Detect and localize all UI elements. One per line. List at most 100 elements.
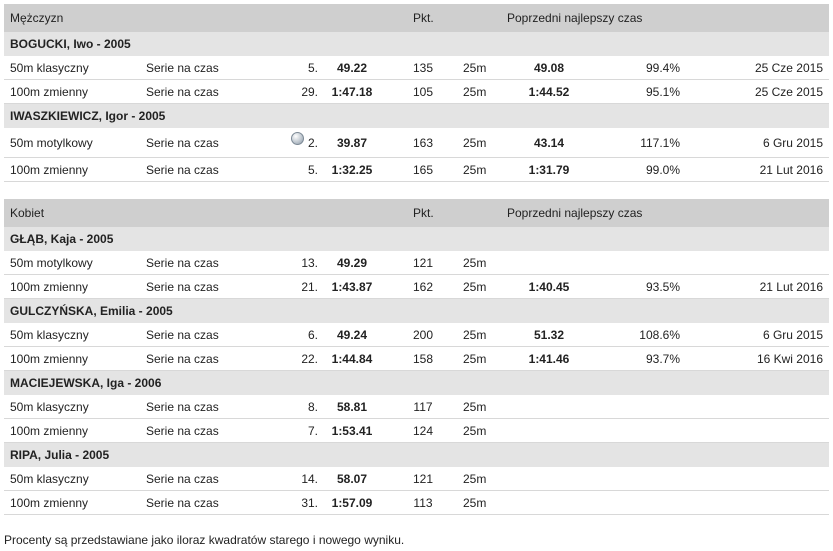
points: 163 bbox=[412, 135, 434, 150]
previous-best-time: 43.14 bbox=[533, 135, 565, 150]
place-value: 13. bbox=[301, 255, 318, 270]
event-name: 100m zmienny bbox=[10, 279, 89, 294]
pool-length: 25m bbox=[463, 135, 487, 150]
result-row: 100m zmienny Serie na czas 31. 1:57.09 113 25… bbox=[4, 491, 829, 515]
round-name: Serie na czas bbox=[146, 423, 219, 438]
percent bbox=[604, 251, 680, 274]
place: 7. bbox=[274, 419, 318, 442]
round-name: Serie na czas bbox=[146, 327, 219, 342]
place: 5. bbox=[274, 158, 318, 181]
place-value: 2. bbox=[307, 135, 318, 150]
event-name: 50m motylkowy bbox=[10, 255, 93, 270]
result-row: 100m zmienny Serie na czas 7. 1:53.41 124 25m bbox=[4, 419, 829, 443]
round-name: Serie na czas bbox=[146, 135, 219, 150]
result-time: 49.24 bbox=[336, 327, 368, 342]
place: 14. bbox=[274, 467, 318, 490]
athlete-name: GŁĄB, Kaja - 2005 bbox=[10, 232, 114, 246]
event-name: 50m motylkowy bbox=[10, 135, 93, 150]
place-value: 31. bbox=[301, 495, 318, 510]
place-value: 22. bbox=[301, 351, 318, 366]
event-name: 100m zmienny bbox=[10, 351, 89, 366]
previous-best-date bbox=[704, 467, 823, 490]
previous-best-date: 16 Kwi 2016 bbox=[756, 351, 823, 366]
athlete-row: RIPA, Julia - 2005 bbox=[4, 443, 829, 467]
previous-best-time bbox=[504, 467, 594, 490]
points: 124 bbox=[412, 423, 434, 438]
previous-best-date: 21 Lut 2016 bbox=[759, 279, 823, 294]
place: 6. bbox=[274, 323, 318, 346]
percent: 99.0% bbox=[645, 162, 680, 177]
athlete-name: GULCZYŃSKA, Emilia - 2005 bbox=[10, 304, 173, 318]
place: 29. bbox=[274, 80, 318, 103]
result-time: 1:43.87 bbox=[331, 279, 373, 294]
previous-best-date: 6 Gru 2015 bbox=[762, 327, 823, 342]
previous-best-time: 1:40.45 bbox=[528, 279, 570, 294]
pool-length: 25m bbox=[463, 471, 487, 486]
event-name: 100m zmienny bbox=[10, 495, 89, 510]
result-time: 1:47.18 bbox=[331, 84, 373, 99]
percent: 95.1% bbox=[645, 84, 680, 99]
result-row: 100m zmienny Serie na czas 5. 1:32.25 165 25m… bbox=[4, 158, 829, 182]
result-row: 50m motylkowy Serie na czas 2. 39.87 163 25m 4… bbox=[4, 128, 829, 158]
pool-length: 25m bbox=[463, 423, 487, 438]
result-row: 50m klasyczny Serie na czas 6. 49.24 200 25m 5… bbox=[4, 323, 829, 347]
points: 113 bbox=[413, 495, 433, 510]
previous-best-date bbox=[704, 395, 823, 418]
previous-best-date: 25 Cze 2015 bbox=[754, 84, 823, 99]
percent bbox=[604, 419, 680, 442]
pool-length: 25m bbox=[463, 495, 487, 510]
result-time: 58.81 bbox=[336, 399, 368, 414]
previous-best-time bbox=[504, 395, 594, 418]
result-time: 58.07 bbox=[336, 471, 368, 486]
event-name: 100m zmienny bbox=[10, 162, 89, 177]
previous-best-time: 1:31.79 bbox=[528, 162, 570, 177]
round-name: Serie na czas bbox=[146, 162, 219, 177]
result-row: 100m zmienny Serie na czas 21. 1:43.87 162 25… bbox=[4, 275, 829, 299]
pool-length: 25m bbox=[463, 327, 487, 342]
points: 121 bbox=[412, 255, 434, 270]
athlete-row: GULCZYŃSKA, Emilia - 2005 bbox=[4, 299, 829, 323]
round-name: Serie na czas bbox=[146, 351, 219, 366]
previous-best-time: 1:44.52 bbox=[528, 84, 570, 99]
round-name: Serie na czas bbox=[146, 471, 219, 486]
result-time: 1:32.25 bbox=[331, 162, 373, 177]
previous-best-date bbox=[704, 251, 823, 274]
event-name: 50m klasyczny bbox=[10, 60, 89, 75]
percent: 93.7% bbox=[645, 351, 680, 366]
result-row: 100m zmienny Serie na czas 29. 1:47.18 105 25… bbox=[4, 80, 829, 104]
points: 165 bbox=[412, 162, 434, 177]
result-row: 50m klasyczny Serie na czas 14. 58.07 121 25m bbox=[4, 467, 829, 491]
section-title: Mężczyzn bbox=[10, 11, 64, 25]
place: 21. bbox=[274, 275, 318, 298]
points-column-header: Pkt. bbox=[413, 11, 434, 25]
pool-length: 25m bbox=[463, 279, 487, 294]
pool-length: 25m bbox=[463, 351, 487, 366]
percent: 99.4% bbox=[645, 60, 680, 75]
athlete-row: GŁĄB, Kaja - 2005 bbox=[4, 227, 829, 251]
percent bbox=[604, 395, 680, 418]
place-value: 6. bbox=[307, 327, 318, 342]
place: 8. bbox=[274, 395, 318, 418]
athlete-row: IWASZKIEWICZ, Igor - 2005 bbox=[4, 104, 829, 128]
section-title: Kobiet bbox=[10, 206, 45, 220]
previous-best-date: 6 Gru 2015 bbox=[762, 135, 823, 150]
section-header: Mężczyzn Pkt. Poprzedni najlepszy czas bbox=[4, 4, 829, 32]
place: 5. bbox=[274, 56, 318, 79]
place-value: 8. bbox=[307, 399, 318, 414]
points: 200 bbox=[412, 327, 434, 342]
points: 105 bbox=[412, 84, 434, 99]
pool-length: 25m bbox=[463, 399, 487, 414]
place: 13. bbox=[274, 251, 318, 274]
points: 117 bbox=[413, 399, 433, 414]
previous-best-time bbox=[504, 491, 594, 514]
round-name: Serie na czas bbox=[146, 279, 219, 294]
event-name: 50m klasyczny bbox=[10, 471, 89, 486]
result-row: 50m klasyczny Serie na czas 5. 49.22 135 25m 4… bbox=[4, 56, 829, 80]
silver-medal-icon bbox=[290, 132, 304, 145]
result-time: 1:44.84 bbox=[331, 351, 373, 366]
athlete-name: BOGUCKI, Iwo - 2005 bbox=[10, 37, 131, 51]
round-name: Serie na czas bbox=[146, 60, 219, 75]
percent: 117.1% bbox=[640, 135, 680, 150]
athlete-row: BOGUCKI, Iwo - 2005 bbox=[4, 32, 829, 56]
